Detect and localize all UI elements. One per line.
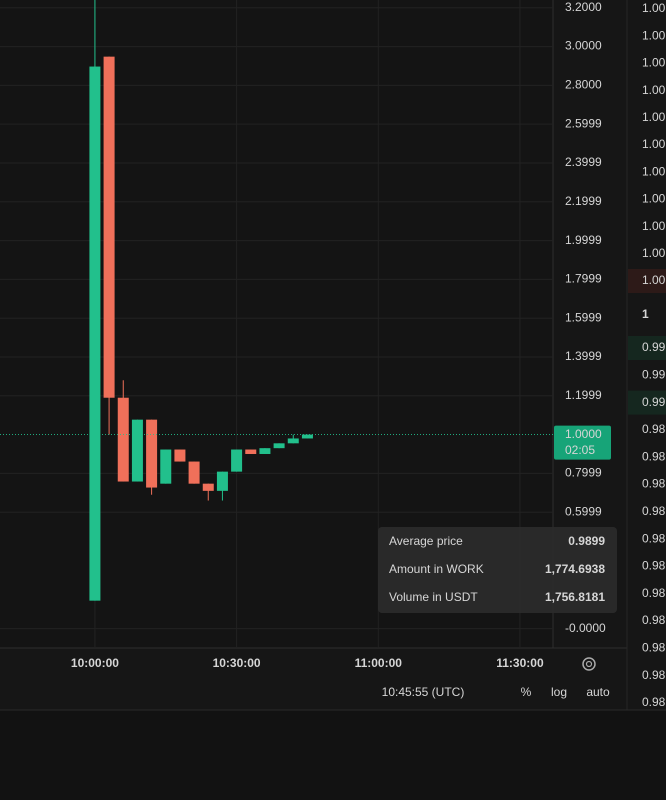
bid-price: 0.98 — [642, 477, 666, 491]
bid-price: 0.98 — [642, 422, 666, 436]
bid-price: 0.98 — [642, 449, 666, 463]
bid-price: 0.98 — [642, 586, 666, 600]
ask-price: 1.00 — [642, 1, 666, 15]
y-tick-label: 2.1999 — [565, 194, 602, 208]
candle-body — [216, 471, 228, 491]
candle-body — [273, 443, 285, 449]
tooltip-label: Volume in USDT — [389, 590, 478, 604]
bid-price: 0.98 — [642, 668, 666, 682]
y-tick-label: 0.5999 — [565, 504, 602, 518]
y-tick-label: 2.5999 — [565, 116, 602, 130]
candle-body — [103, 56, 115, 398]
tooltip-label: Amount in WORK — [389, 562, 484, 576]
bid-highlight — [628, 336, 666, 360]
y-tick-label: 1.1999 — [565, 388, 602, 402]
candle-body — [259, 448, 271, 454]
y-tick-label: 1.5999 — [565, 310, 602, 324]
candle-body — [146, 419, 158, 488]
candle-body — [89, 66, 101, 601]
auto-toggle[interactable]: auto — [586, 685, 610, 699]
settings-icon[interactable] — [582, 657, 596, 671]
current-time: 10:45:55 (UTC) — [382, 685, 465, 699]
candle-body — [301, 434, 313, 439]
tooltip-box — [378, 527, 617, 613]
x-tick-label: 11:00:00 — [355, 656, 403, 670]
y-tick-label: -0.0000 — [565, 621, 606, 635]
candle-body — [117, 397, 129, 482]
bottom-panel — [0, 710, 666, 800]
last-price-tag — [554, 425, 611, 460]
y-tick-label: 1.7999 — [565, 272, 602, 286]
y-tick-label: 1.9999 — [565, 233, 602, 247]
candle-body — [174, 449, 186, 462]
ask-price: 1.00 — [642, 219, 666, 233]
y-tick-label: 0.7999 — [565, 466, 602, 480]
y-tick-label: 3.0000 — [565, 39, 602, 53]
candle-body — [131, 419, 143, 482]
tooltip-value: 1,756.8181 — [545, 590, 605, 604]
x-tick-label: 11:30:00 — [496, 656, 544, 670]
countdown: 02:05 — [565, 443, 595, 457]
candle-body — [188, 461, 200, 484]
ask-price: 1.00 — [642, 110, 666, 124]
tooltip-label: Average price — [389, 534, 463, 548]
x-tick-label: 10:30:00 — [213, 656, 261, 670]
ask-highlight — [628, 269, 666, 293]
percent-toggle[interactable]: % — [521, 685, 532, 699]
candle-body — [160, 449, 172, 484]
gear — [585, 660, 593, 668]
y-tick-label: 2.8000 — [565, 78, 602, 92]
ask-price: 1.00 — [642, 28, 666, 42]
ask-price: 1.00 — [642, 83, 666, 97]
ask-price: 1.00 — [642, 192, 666, 206]
y-tick-label: 2.3999 — [565, 155, 602, 169]
ask-price: 1.00 — [642, 273, 666, 287]
log-toggle[interactable]: log — [551, 685, 567, 699]
candle-body — [231, 449, 243, 472]
bid-price: 0.98 — [642, 559, 666, 573]
y-tick-label: 1.3999 — [565, 349, 602, 363]
tooltip-value: 1,774.6938 — [545, 562, 605, 576]
bid-price: 0.99 — [642, 367, 666, 381]
bid-price: 0.98 — [642, 531, 666, 545]
bid-price: 0.99 — [642, 395, 666, 409]
y-tick-label: 3.2000 — [565, 0, 602, 14]
bid-highlight — [628, 390, 666, 415]
bid-price: 0.98 — [642, 640, 666, 654]
bid-price: 0.99 — [642, 340, 666, 354]
tooltip-value: 0.9899 — [568, 534, 605, 548]
gear — [582, 657, 596, 671]
bid-price: 0.98 — [642, 695, 666, 709]
ask-price: 1.00 — [642, 246, 666, 260]
bid-price: 0.98 — [642, 504, 666, 518]
candle-body — [287, 438, 299, 444]
bid-price: 0.98 — [642, 613, 666, 627]
x-tick-label: 10:00:00 — [71, 656, 119, 670]
mid-price: 1 — [642, 307, 649, 321]
candle-body — [245, 449, 257, 454]
last-price-label: 1.0000 — [565, 427, 602, 441]
ask-price: 1.00 — [642, 56, 666, 70]
candle-body — [202, 483, 214, 491]
ask-price: 1.00 — [642, 164, 666, 178]
ask-price: 1.00 — [642, 137, 666, 151]
